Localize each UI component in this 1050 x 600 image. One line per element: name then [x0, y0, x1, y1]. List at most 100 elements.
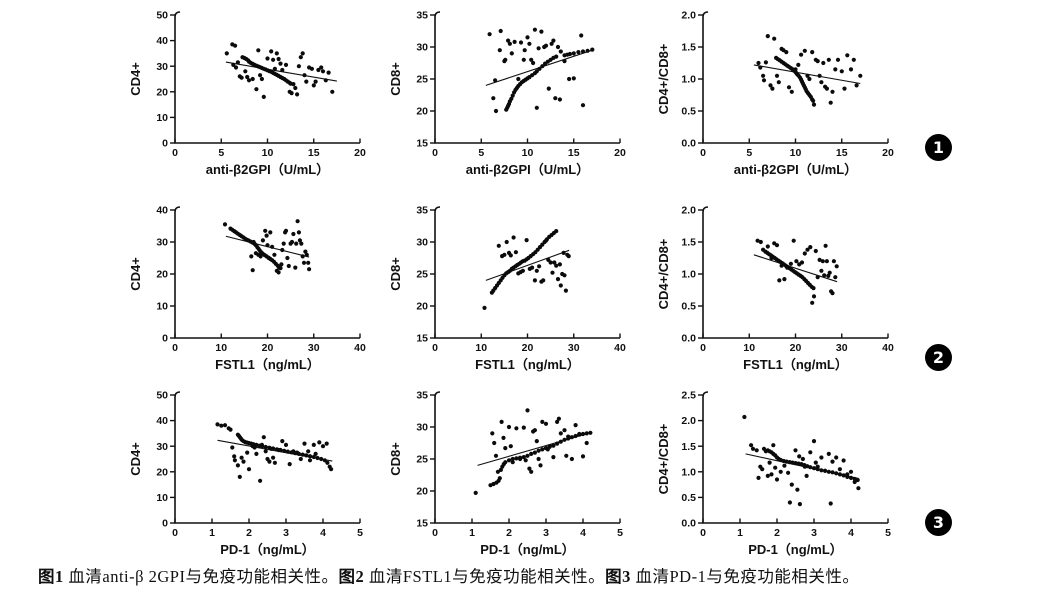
- svg-text:2.0: 2.0: [681, 415, 696, 427]
- svg-text:20: 20: [156, 466, 168, 478]
- x-axis-label: FSTL1（ng/mL）: [743, 357, 848, 372]
- scatter-canvas: 0 5 10 15 20 0.0 0.5 1.0 1.5 2.0 anti-β2GPI（U/mL） C…: [656, 10, 894, 177]
- svg-text:0: 0: [432, 342, 438, 354]
- svg-text:0.5: 0.5: [681, 301, 696, 313]
- axes: [434, 11, 620, 144]
- y-axis-label: CD4+: [128, 257, 143, 291]
- svg-text:40: 40: [882, 342, 894, 354]
- svg-text:1: 1: [469, 527, 475, 539]
- data-points: [756, 34, 863, 107]
- axes: [174, 206, 360, 339]
- svg-text:10: 10: [790, 147, 802, 159]
- figure-3-badge: 3: [925, 509, 952, 536]
- trend-line: [753, 254, 838, 283]
- data-points: [755, 238, 839, 305]
- data-points: [482, 229, 571, 310]
- axes: [702, 11, 888, 144]
- svg-text:15: 15: [416, 518, 428, 530]
- svg-text:20: 20: [354, 147, 366, 159]
- svg-text:1.0: 1.0: [681, 269, 696, 281]
- scatter-canvas: 0 1 2 3 4 5 15 20 25 30 35 PD-1（ng/mL） CD8+: [388, 390, 623, 557]
- figure-2-badge: 2: [925, 344, 952, 371]
- svg-text:10: 10: [156, 112, 168, 124]
- figure-3-number: 3: [932, 513, 945, 532]
- trend-line: [485, 249, 570, 281]
- data-points: [222, 219, 312, 275]
- axes: [434, 391, 620, 524]
- data-points: [742, 414, 861, 507]
- svg-text:0: 0: [172, 527, 178, 539]
- svg-text:2: 2: [774, 527, 780, 539]
- caption-fig3-label: 图3: [605, 567, 631, 586]
- svg-text:40: 40: [354, 342, 366, 354]
- svg-text:25: 25: [416, 74, 428, 86]
- svg-text:10: 10: [475, 342, 487, 354]
- svg-text:30: 30: [416, 422, 428, 434]
- svg-text:10: 10: [156, 301, 168, 313]
- figure-2-number: 2: [932, 348, 945, 367]
- svg-text:35: 35: [416, 10, 428, 22]
- caption-fig3-text: 血清PD-1与免疫功能相关性。: [630, 567, 860, 586]
- axes: [702, 206, 888, 339]
- svg-text:0: 0: [162, 138, 168, 150]
- svg-text:15: 15: [416, 333, 428, 345]
- x-axis: 0 5 10 15 20: [700, 138, 894, 159]
- svg-text:20: 20: [156, 86, 168, 98]
- svg-text:20: 20: [262, 342, 274, 354]
- svg-text:20: 20: [614, 147, 626, 159]
- y-axis-label: CD8+: [388, 257, 403, 291]
- caption-fig2-text: 血清FSTL1与免疫功能相关性。: [364, 567, 606, 586]
- svg-text:35: 35: [416, 205, 428, 217]
- y-axis: 0 10 20 30 40: [156, 205, 175, 345]
- svg-text:5: 5: [478, 147, 484, 159]
- y-axis-label: CD8+: [388, 62, 403, 96]
- svg-text:0.5: 0.5: [681, 492, 696, 504]
- caption-fig1-text: 血清anti-β 2GPI与免疫功能相关性。: [63, 567, 339, 586]
- svg-text:30: 30: [416, 237, 428, 249]
- svg-text:4: 4: [580, 527, 586, 539]
- y-axis-label: CD4+: [128, 442, 143, 476]
- figure-1-badge: 1: [925, 134, 952, 161]
- y-axis: 0.0 0.5 1.0 1.5 2.0: [681, 10, 703, 150]
- y-axis-label: CD4+/CD8+: [656, 423, 671, 494]
- plot-cd8-vs-fstl1: 0 10 20 30 40 15 20 25 30 35 FSTL1（ng/mL） CD8+: [385, 198, 635, 388]
- svg-text:15: 15: [568, 147, 580, 159]
- svg-text:20: 20: [522, 342, 534, 354]
- svg-text:0.0: 0.0: [681, 333, 696, 345]
- svg-text:0: 0: [162, 518, 168, 530]
- scatter-canvas: 0 10 20 30 40 0.0 0.5 1.0 1.5 2.0 FSTL1（ng/mL） CD4+…: [656, 205, 894, 372]
- y-axis: 0 10 20 30 40 50: [156, 390, 175, 530]
- svg-text:40: 40: [156, 205, 168, 217]
- svg-text:20: 20: [156, 269, 168, 281]
- svg-text:20: 20: [416, 486, 428, 498]
- y-axis: 0 10 20 30 40 50: [156, 10, 175, 150]
- svg-text:10: 10: [156, 492, 168, 504]
- x-axis-label: FSTL1（ng/mL）: [475, 357, 580, 372]
- svg-text:15: 15: [836, 147, 848, 159]
- scatter-canvas: 0 1 2 3 4 5 0.0 0.5 1.0 1.5 2.0 2.5 PD-1（ng/mL） CD4+/…: [656, 390, 891, 557]
- svg-text:2.5: 2.5: [681, 390, 696, 402]
- svg-text:0: 0: [700, 147, 706, 159]
- svg-text:0: 0: [172, 147, 178, 159]
- figure-1-number: 1: [932, 138, 945, 157]
- svg-text:35: 35: [416, 390, 428, 402]
- svg-text:1.0: 1.0: [681, 74, 696, 86]
- svg-text:10: 10: [215, 342, 227, 354]
- svg-text:50: 50: [156, 390, 168, 402]
- y-axis-label: CD4+/CD8+: [656, 43, 671, 114]
- y-axis-label: CD4+/CD8+: [656, 238, 671, 309]
- svg-text:0.5: 0.5: [681, 106, 696, 118]
- svg-text:20: 20: [416, 106, 428, 118]
- plot-ratio-vs-fstl1: 0 10 20 30 40 0.0 0.5 1.0 1.5 2.0 FSTL1（ng/mL） CD4+…: [653, 198, 903, 388]
- x-axis: 0 5 10 15 20: [172, 138, 366, 159]
- plot-cd8-vs-pd1: 0 1 2 3 4 5 15 20 25 30 35 PD-1（ng/mL） CD8+: [385, 383, 635, 573]
- x-axis: 0 1 2 3 4 5: [172, 518, 363, 539]
- data-points: [487, 27, 595, 114]
- plot-ratio-vs-pd1: 0 1 2 3 4 5 0.0 0.5 1.0 1.5 2.0 2.5 PD-1（ng/mL） CD4+/…: [653, 383, 903, 573]
- axes: [174, 391, 360, 524]
- svg-text:2.0: 2.0: [681, 10, 696, 22]
- y-axis-label: CD8+: [388, 442, 403, 476]
- svg-text:0.0: 0.0: [681, 138, 696, 150]
- svg-text:40: 40: [614, 342, 626, 354]
- plot-cd4-vs-anti-b2gpi: 0 5 10 15 20 0 10 20 30 40 50 anti-β2GPI（U/mL） CD4+: [125, 3, 375, 193]
